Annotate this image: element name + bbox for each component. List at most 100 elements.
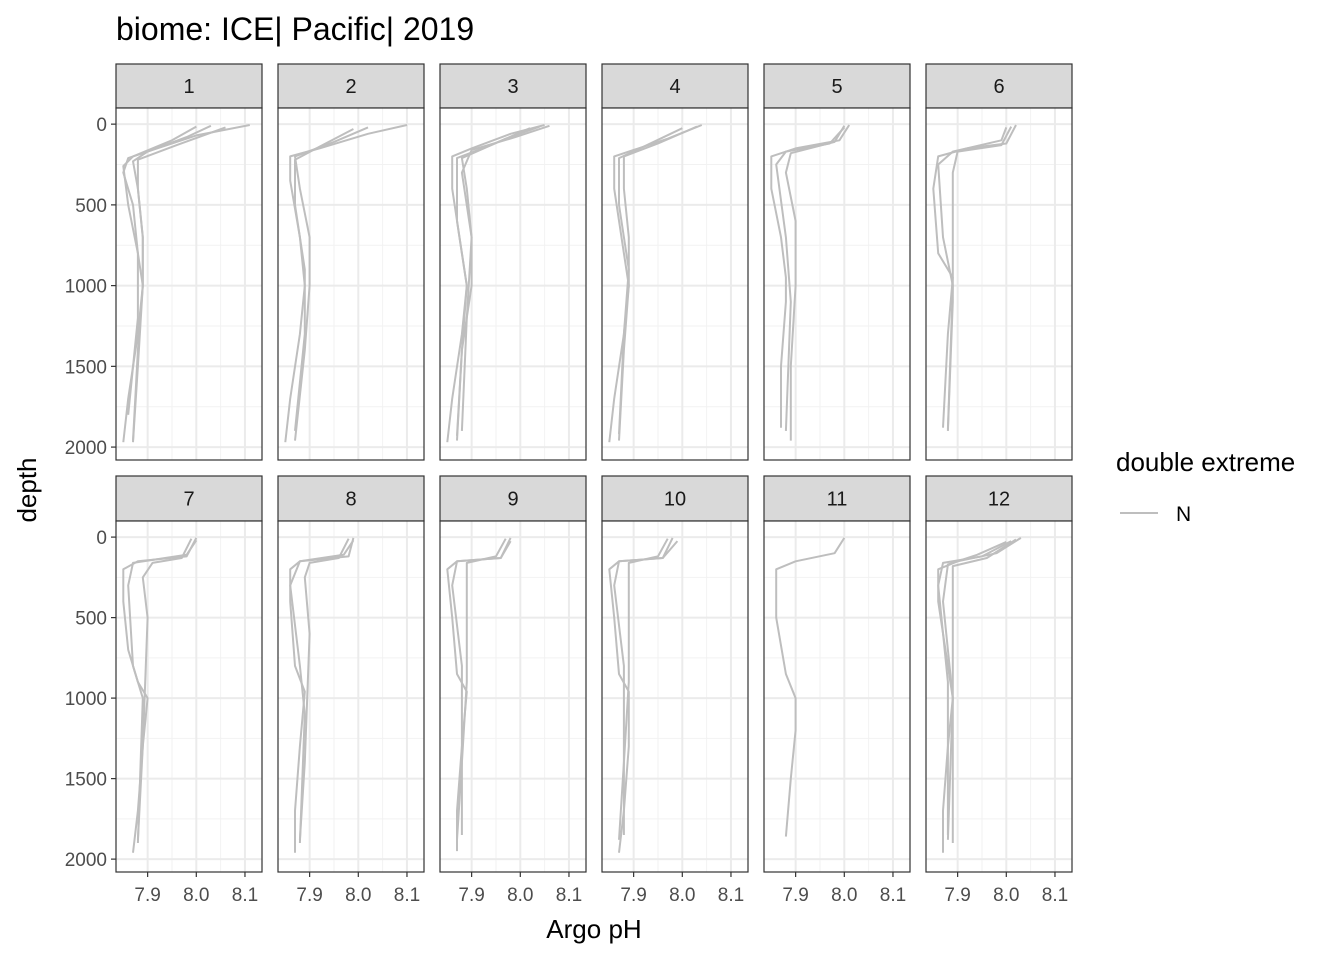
x-tick-label: 8.0: [993, 885, 1019, 906]
x-tick-label: 8.0: [183, 885, 209, 906]
x-tick-label: 7.9: [296, 885, 322, 906]
facet-strip-label: 1: [183, 76, 194, 98]
panel-background: [602, 521, 748, 872]
panel-border: [277, 520, 425, 873]
facet-strip-label: 9: [507, 489, 518, 511]
legend: double extreme N: [1116, 447, 1295, 526]
panel-border: [601, 107, 749, 461]
profile-line-1: [775, 537, 846, 837]
profile-line-1: [932, 124, 1017, 428]
y-tick-label: 0: [96, 528, 107, 549]
y-tick-label: 1000: [65, 689, 107, 710]
panel-border: [439, 107, 587, 461]
facet-panel-6: 6: [925, 63, 1073, 461]
panel-border: [115, 520, 263, 873]
x-axis-label: Argo pH: [546, 914, 641, 944]
x-tick-label: 8.0: [831, 885, 857, 906]
profile-line-4: [460, 124, 550, 431]
panel-border: [439, 520, 587, 873]
facet-strip: [115, 63, 263, 109]
facet-strip-label: 3: [507, 76, 518, 98]
profile-line-3: [937, 540, 1012, 835]
profile-line-3: [451, 540, 512, 835]
y-tick-label: 500: [75, 609, 107, 630]
facet-strip-label: 7: [183, 489, 194, 511]
profile-line-2: [298, 538, 350, 840]
facet-strip: [601, 63, 749, 109]
profile-line-3: [127, 539, 198, 844]
facet-panel-5: 5: [763, 63, 911, 461]
profile-line-3: [613, 540, 679, 835]
facet-strip-label: 10: [664, 489, 686, 511]
x-tick-label: 7.9: [782, 885, 808, 906]
panel-border: [925, 107, 1073, 461]
x-tick-label: 7.9: [458, 885, 484, 906]
x-tick-label: 8.0: [507, 885, 533, 906]
x-tick-label: 8.1: [232, 885, 258, 906]
x-tick-label: 8.1: [556, 885, 582, 906]
y-axis-label: depth: [12, 457, 42, 522]
panel-border: [763, 520, 911, 873]
x-tick-label: 8.1: [718, 885, 744, 906]
x-tick-label: 8.1: [394, 885, 420, 906]
panel-background: [116, 521, 262, 872]
y-tick-label: 1000: [65, 277, 107, 298]
facet-strip-label: 5: [831, 76, 842, 98]
profile-line-4: [122, 125, 197, 415]
facet-panel-3: 3: [439, 63, 587, 461]
profile-line-3: [132, 126, 226, 441]
facet-strip-label: 11: [827, 489, 848, 511]
y-tick-label: 0: [96, 115, 107, 136]
profile-line-3: [294, 128, 354, 432]
x-tick-label: 7.9: [134, 885, 160, 906]
facet-panel-7: 7 0 500 1000 1500 2000 7.9 8.0 8.1: [65, 475, 263, 906]
profile-line-3: [775, 126, 846, 431]
profile-line-2: [618, 125, 698, 441]
facet-strip-label: 4: [669, 76, 680, 98]
chart-title: biome: ICE| Pacific| 2019: [116, 11, 474, 47]
x-tick-label: 7.9: [620, 885, 646, 906]
facet-panel-9: 9 7.9 8.0 8.1: [439, 475, 587, 906]
profile-line-1: [770, 124, 851, 428]
legend-title: double extreme: [1116, 447, 1295, 477]
facet-panel-11: 11 7.9 8.0 8.1: [763, 475, 911, 906]
y-tick-label: 1500: [65, 357, 107, 378]
profile-line-1: [289, 537, 355, 853]
facet-strip: [439, 63, 587, 109]
facet-strip: [763, 63, 911, 109]
facet-panel-8: 8 7.9 8.0 8.1: [277, 475, 425, 906]
facet-strip: [277, 475, 425, 522]
facet-panel-1: 1 0 500 1000 1500 2000: [65, 63, 263, 461]
profile-line-3: [937, 127, 1008, 430]
profile-line-2: [294, 126, 369, 441]
x-tick-label: 7.9: [944, 885, 970, 906]
profile-line-4: [942, 540, 1007, 843]
panel-border: [601, 520, 749, 873]
facet-panel-12: 12 7.9 8.0 8.1: [925, 475, 1073, 906]
y-tick-label: 2000: [65, 438, 107, 459]
facet-strip: [763, 475, 911, 522]
x-tick-label: 8.1: [1042, 885, 1068, 906]
y-tick-label: 2000: [65, 850, 107, 871]
profile-line-2: [136, 538, 193, 840]
facet-strip: [925, 63, 1073, 109]
facet-strip-label: 2: [345, 76, 356, 98]
panel-background: [926, 108, 1072, 460]
panel-background: [278, 108, 424, 460]
panel-border: [925, 520, 1073, 873]
legend-entry-label: N: [1176, 503, 1191, 526]
facet-panel-10: 10 7.9 8.0 8.1: [601, 475, 749, 906]
panel-background: [926, 521, 1072, 872]
profile-line-3: [618, 127, 683, 435]
panel-background: [602, 108, 748, 460]
facet-strip: [115, 475, 263, 522]
profile-line-3: [289, 539, 355, 844]
facet-strip: [439, 475, 587, 522]
x-tick-label: 8.1: [880, 885, 906, 906]
facet-panel-2: 2: [277, 63, 425, 461]
facet-strip-label: 8: [345, 489, 356, 511]
y-tick-label: 500: [75, 196, 107, 217]
panel-border: [277, 107, 425, 461]
